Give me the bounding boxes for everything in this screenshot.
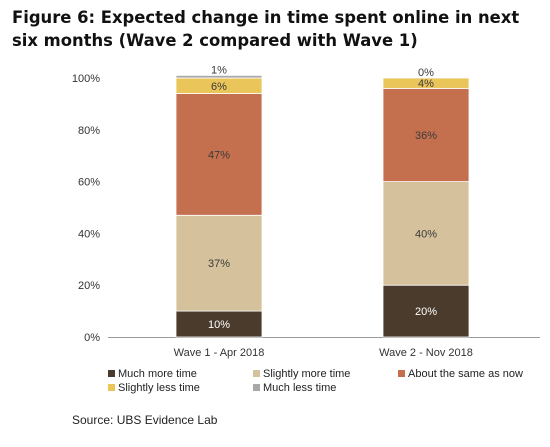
legend-label: About the same as now (408, 368, 523, 380)
data-label: 37% (208, 258, 230, 270)
legend-label: Slightly less time (118, 382, 200, 394)
data-label: 4% (418, 78, 434, 90)
bar-segment (382, 87, 470, 182)
bar-segment (382, 77, 470, 89)
legend-label: Much more time (118, 368, 197, 380)
y-tick-label: 60% (78, 177, 100, 189)
legend-item-much-less: Much less time (253, 382, 336, 394)
legend-item-slightly-less: Slightly less time (108, 382, 200, 394)
legend-label: Much less time (263, 382, 337, 394)
bar-segment (175, 310, 263, 338)
data-label: 36% (415, 130, 437, 142)
y-tick-label: 100% (72, 73, 100, 85)
bar-segment (175, 75, 263, 79)
bar-segment (175, 214, 263, 312)
chart-title: Figure 6: Expected change in time spent … (12, 8, 520, 50)
x-tick-label: Wave 2 - Nov 2018 (379, 347, 473, 359)
legend-swatch (398, 370, 405, 377)
data-label: 1% (211, 64, 227, 76)
legend-item-about-same: About the same as now (398, 368, 523, 380)
legend-swatch (253, 384, 260, 391)
y-tick-label: 0% (84, 332, 100, 344)
y-tick-label: 20% (78, 280, 100, 292)
data-label: 40% (415, 228, 437, 240)
data-label: 0% (418, 67, 434, 79)
data-label: 10% (208, 319, 230, 331)
y-tick-label: 80% (78, 125, 100, 137)
source-note: Source: UBS Evidence Lab (72, 413, 218, 427)
data-label: 6% (211, 81, 227, 93)
data-label: 47% (208, 149, 230, 161)
bar-segment (175, 93, 263, 216)
data-label: 20% (415, 306, 437, 318)
legend-swatch (108, 384, 115, 391)
y-tick-label: 40% (78, 228, 100, 240)
legend-label: Slightly more time (263, 368, 351, 380)
legend-swatch (108, 370, 115, 377)
x-tick-label: Wave 1 - Apr 2018 (174, 347, 265, 359)
bar-segment (382, 181, 470, 286)
legend-swatch (253, 370, 260, 377)
legend-item-slightly-more: Slightly more time (253, 368, 350, 380)
legend-item-much-more: Much more time (108, 368, 197, 380)
